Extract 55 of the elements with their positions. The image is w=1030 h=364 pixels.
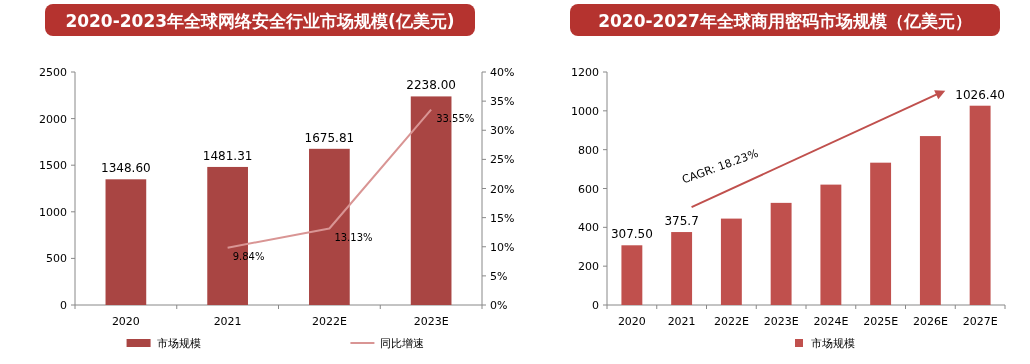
data-label: 1026.40 <box>955 87 1005 102</box>
x-tick-label: 2021 <box>213 315 242 328</box>
data-label: 307.50 <box>610 227 653 242</box>
y-tick-label: 1500 <box>39 159 67 173</box>
x-tick-label: 2026E <box>912 315 948 328</box>
x-tick-label: 2027E <box>962 315 998 328</box>
y-tick-label: 0 <box>60 299 67 312</box>
bar <box>870 162 892 305</box>
x-tick-label: 2024E <box>813 315 849 328</box>
bar <box>621 245 643 305</box>
data-label: 1348.60 <box>101 161 151 176</box>
y-tick-label: 1000 <box>571 104 599 118</box>
y-tick-label: 1200 <box>571 66 599 79</box>
y-tick-label: 600 <box>578 182 599 196</box>
y-tick-label: 500 <box>46 252 67 266</box>
y2-tick-label: 15% <box>490 211 515 225</box>
bar <box>770 202 792 305</box>
bar <box>671 232 693 305</box>
x-tick-label: 2020 <box>111 315 140 328</box>
y2-tick-label: 20% <box>490 182 515 196</box>
data-label: 2238.00 <box>406 78 456 93</box>
y-tick-label: 200 <box>578 260 599 274</box>
chart-title: 2020-2023年全球网络安全行业市场规模(亿美元) <box>65 11 455 31</box>
y-tick-label: 2000 <box>39 112 67 126</box>
y-tick-label: 800 <box>578 143 599 157</box>
legend-label: 市场规模 <box>811 337 855 350</box>
y2-tick-label: 5% <box>490 269 508 283</box>
y2-tick-label: 10% <box>490 240 515 254</box>
data-label: 375.7 <box>664 214 699 229</box>
bar <box>969 105 991 305</box>
data-label: 1675.81 <box>304 130 355 145</box>
bar <box>105 179 147 305</box>
y2-tick-label: 25% <box>490 153 515 167</box>
y2-tick-label: 35% <box>490 95 515 109</box>
data-label: 1481.31 <box>202 148 253 163</box>
chart-title: 2020-2027年全球商用密码市场规模（亿美元） <box>598 11 972 31</box>
y2-tick-label: 40% <box>490 66 515 79</box>
y-tick-label: 2500 <box>39 66 67 79</box>
y-tick-label: 1000 <box>39 205 67 219</box>
x-tick-label: 2025E <box>863 315 899 328</box>
bar <box>720 218 742 305</box>
y-tick-label: 0 <box>592 299 599 312</box>
y2-tick-label: 30% <box>490 124 515 138</box>
x-tick-label: 2023E <box>763 315 799 328</box>
y-tick-label: 400 <box>578 221 599 235</box>
legend-label: 市场规模 <box>156 337 201 350</box>
bar <box>919 136 941 305</box>
x-tick-label: 2022E <box>713 315 749 328</box>
x-tick-label: 2020 <box>617 315 646 328</box>
x-tick-label: 2021 <box>667 315 696 328</box>
bar <box>820 184 842 305</box>
legend-label: 同比增速 <box>380 337 425 350</box>
x-tick-label: 2023E <box>413 315 449 328</box>
x-tick-label: 2022E <box>311 315 347 328</box>
y2-tick-label: 0% <box>490 299 508 312</box>
